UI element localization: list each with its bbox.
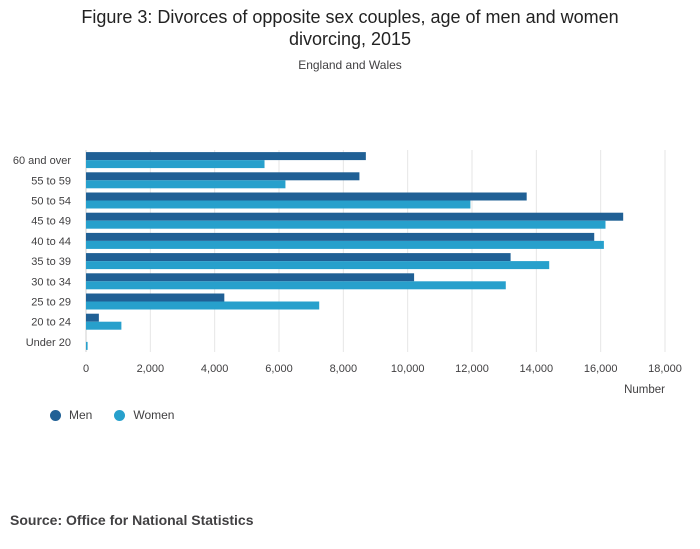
bar-men[interactable]	[86, 273, 415, 282]
bar-women[interactable]	[86, 160, 265, 169]
x-tick-label: 10,000	[391, 363, 425, 375]
x-tick-label: 4,000	[201, 363, 229, 375]
bar-men[interactable]	[86, 253, 511, 262]
category-label: 55 to 59	[31, 175, 71, 187]
bar-men[interactable]	[86, 232, 595, 241]
chart-title-line-1: Figure 3: Divorces of opposite sex coupl…	[81, 7, 619, 27]
bar-women[interactable]	[86, 180, 286, 189]
category-label: 20 to 24	[31, 317, 71, 329]
legend-swatch-men	[50, 409, 61, 421]
chart-subtitle: England and Wales	[298, 58, 402, 72]
bar-men[interactable]	[86, 172, 360, 181]
x-tick-label: 12,000	[455, 363, 489, 375]
x-tick-label: 14,000	[520, 363, 554, 375]
bar-women[interactable]	[86, 240, 604, 249]
x-axis-title: Number	[624, 384, 665, 396]
legend-swatch-women	[114, 409, 126, 421]
source-note: Source: Office for National Statistics	[10, 512, 254, 528]
category-label: 30 to 34	[31, 276, 71, 288]
x-tick-label: 16,000	[584, 363, 618, 375]
category-label: 50 to 54	[31, 196, 71, 208]
bar-women[interactable]	[86, 321, 122, 330]
x-tick-label: 0	[83, 363, 89, 375]
legend-label-men: Men	[69, 408, 93, 422]
chart-title-line-2: divorcing, 2015	[288, 29, 412, 49]
bar-women[interactable]	[86, 341, 88, 350]
category-label: 45 to 49	[31, 216, 71, 228]
bar-women[interactable]	[86, 220, 606, 229]
legend-item-women[interactable]: Women	[114, 408, 174, 422]
category-label: 40 to 44	[31, 236, 71, 248]
bar-women[interactable]	[86, 200, 471, 209]
bar-women[interactable]	[86, 261, 550, 270]
bar-men[interactable]	[86, 313, 99, 322]
bar-men[interactable]	[86, 192, 527, 201]
legend-item-men[interactable]: Men	[50, 408, 92, 422]
bar-men[interactable]	[86, 152, 366, 161]
legend: Men Women	[50, 408, 196, 422]
x-tick-label: 6,000	[265, 363, 293, 375]
category-label: Under 20	[26, 337, 71, 349]
bar-women[interactable]	[86, 301, 320, 310]
legend-label-women: Women	[133, 408, 175, 422]
x-tick-label: 2,000	[137, 363, 165, 375]
bar-women[interactable]	[86, 281, 506, 290]
x-tick-label: 18,000	[648, 363, 682, 375]
bar-men[interactable]	[86, 293, 225, 302]
chart-title: Figure 3: Divorces of opposite sex coupl…	[0, 6, 700, 50]
bar-men[interactable]	[86, 212, 624, 221]
label-layer: 0 2,000 4,000 6,000 8,000 10,000 12,000 14,000 1…	[13, 155, 682, 396]
category-label: 35 to 39	[31, 256, 71, 268]
bar-layer	[86, 152, 624, 350]
category-label: 25 to 29	[31, 297, 71, 309]
x-tick-label: 8,000	[330, 363, 358, 375]
category-label: 60 and over	[13, 155, 71, 167]
